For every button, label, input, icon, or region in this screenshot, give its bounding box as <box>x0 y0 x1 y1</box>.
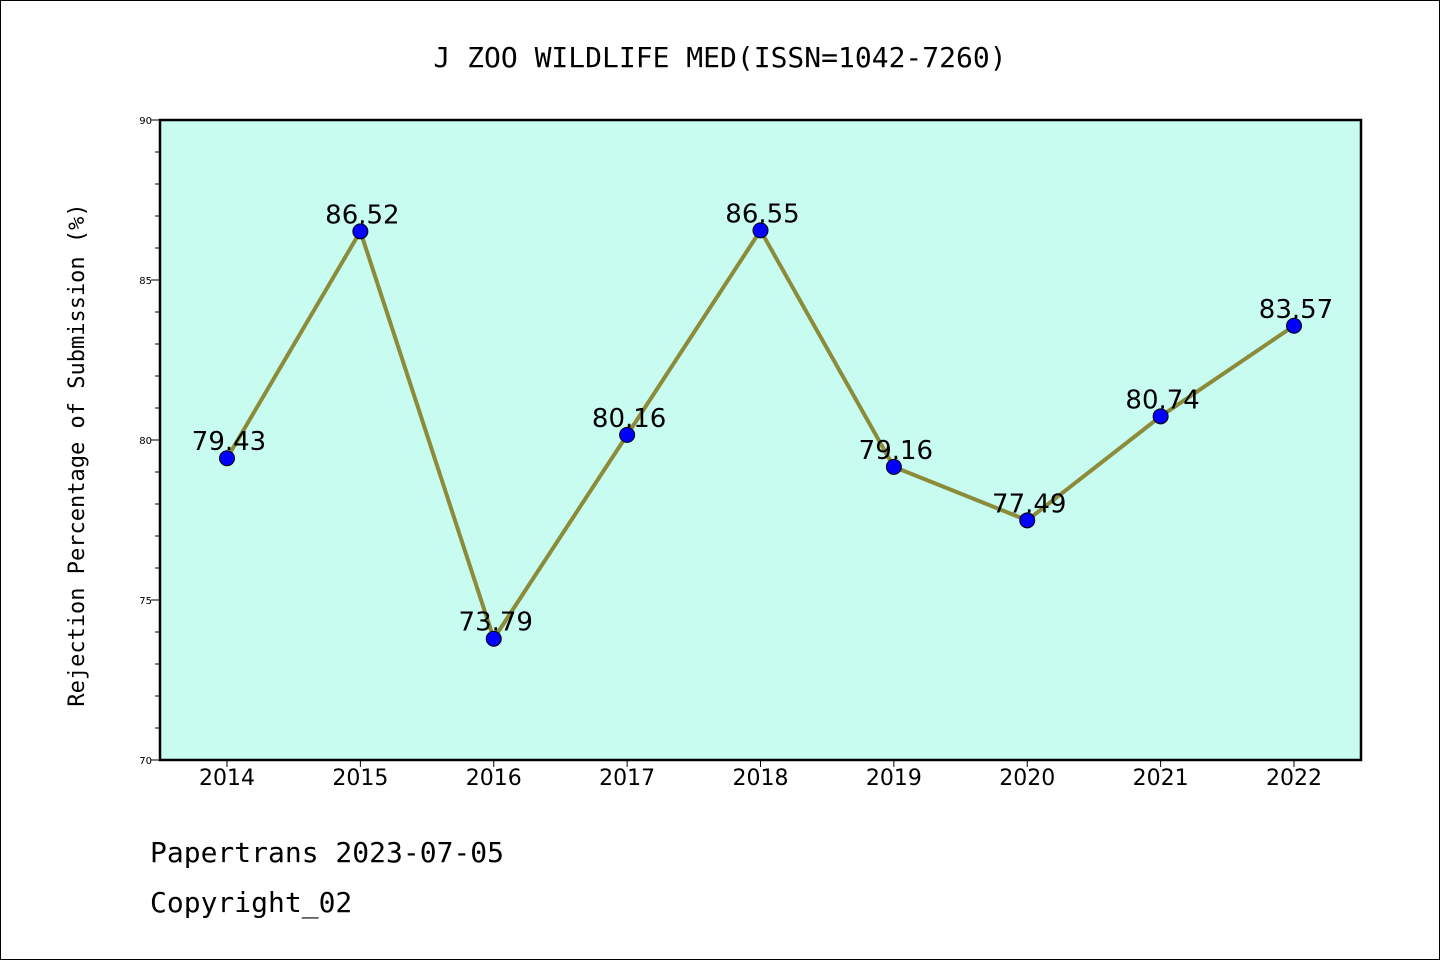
x-tick-label: 2014 <box>199 766 255 791</box>
data-label: 77.49 <box>992 489 1066 519</box>
data-label: 80.74 <box>1125 385 1199 415</box>
data-label: 83.57 <box>1259 295 1333 325</box>
data-label: 79.16 <box>859 436 933 466</box>
plot-area: 70 75 80 85 90 2014 2015 2016 2017 2018 2019 2020 20… <box>139 116 1363 791</box>
y-tick-label: 70 <box>139 756 152 767</box>
data-point <box>619 426 636 443</box>
data-point <box>1019 512 1036 529</box>
x-tick-label: 2022 <box>1266 766 1322 791</box>
data-label: 86.55 <box>725 199 799 229</box>
data-point <box>1286 317 1302 334</box>
data-point <box>1152 408 1169 425</box>
x-tick-label: 2018 <box>733 766 789 791</box>
x-tick-label: 2020 <box>999 766 1055 791</box>
y-tick-label: 80 <box>139 436 152 447</box>
x-tick-label: 2017 <box>599 766 655 791</box>
chart-title: J ZOO WILDLIFE MED(ISSN=1042-7260) <box>433 41 1006 74</box>
data-point <box>219 450 235 467</box>
x-tick-label: 2016 <box>466 766 522 791</box>
data-label: 73.79 <box>459 608 533 638</box>
y-axis-label: Rejection Percentage of Submission (%) <box>65 203 90 706</box>
data-point <box>885 458 902 475</box>
data-label: 79.43 <box>192 427 266 457</box>
x-tick-label: 2015 <box>332 766 388 791</box>
data-label: 80.16 <box>592 404 666 434</box>
plot-border <box>158 118 1363 762</box>
data-point <box>485 630 502 647</box>
footer-copyright: Copyright_02 <box>150 886 353 919</box>
x-tick-label: 2021 <box>1133 766 1189 791</box>
y-tick-label: 75 <box>139 596 152 607</box>
y-tick-label: 90 <box>139 116 152 127</box>
y-tick-label: 85 <box>139 276 152 287</box>
x-tick-label: 2019 <box>866 766 922 791</box>
data-label: 86.52 <box>325 200 399 230</box>
data-point <box>352 223 369 240</box>
footer-date: Papertrans 2023-07-05 <box>150 836 505 869</box>
data-point <box>752 222 769 239</box>
